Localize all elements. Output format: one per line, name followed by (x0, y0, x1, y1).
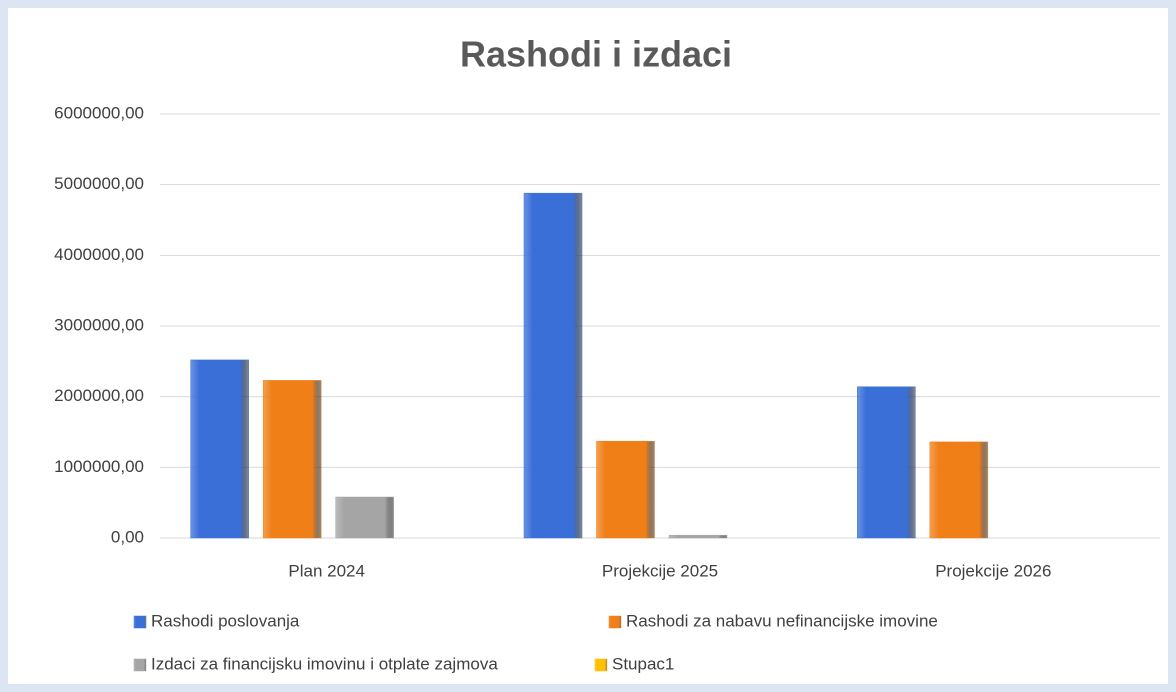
y-tick-label: 5000000,00 (54, 174, 144, 193)
bar (190, 359, 249, 539)
legend-label: Stupac1 (612, 654, 674, 673)
x-tick-label: Plan 2024 (288, 561, 365, 580)
legend-label: Rashodi za nabavu nefinancijske imovine (626, 611, 938, 630)
chart-panel (8, 8, 1168, 684)
y-tick-label: 2000000,00 (54, 386, 144, 405)
y-tick-label: 6000000,00 (54, 103, 144, 122)
bar (857, 386, 916, 539)
chart-title: Rashodi i izdaci (460, 34, 732, 75)
y-tick-label: 4000000,00 (54, 245, 144, 264)
bar (335, 496, 394, 539)
bar (668, 534, 728, 539)
x-tick-label: Projekcije 2025 (602, 561, 718, 580)
x-tick-label: Projekcije 2026 (935, 561, 1051, 580)
y-tick-label: 1000000,00 (54, 457, 144, 476)
bar (929, 441, 989, 539)
legend-label: Izdaci za financijsku imovinu i otplate … (151, 654, 498, 673)
legend-marker (133, 615, 147, 629)
legend-marker (133, 658, 147, 672)
y-tick-label: 0,00 (111, 527, 144, 546)
legend-marker (608, 615, 622, 629)
legend-marker (594, 658, 608, 672)
bar (523, 192, 583, 539)
y-tick-label: 3000000,00 (54, 315, 144, 334)
bar (262, 380, 322, 539)
legend-label: Rashodi poslovanja (151, 611, 300, 630)
bar (596, 440, 655, 539)
